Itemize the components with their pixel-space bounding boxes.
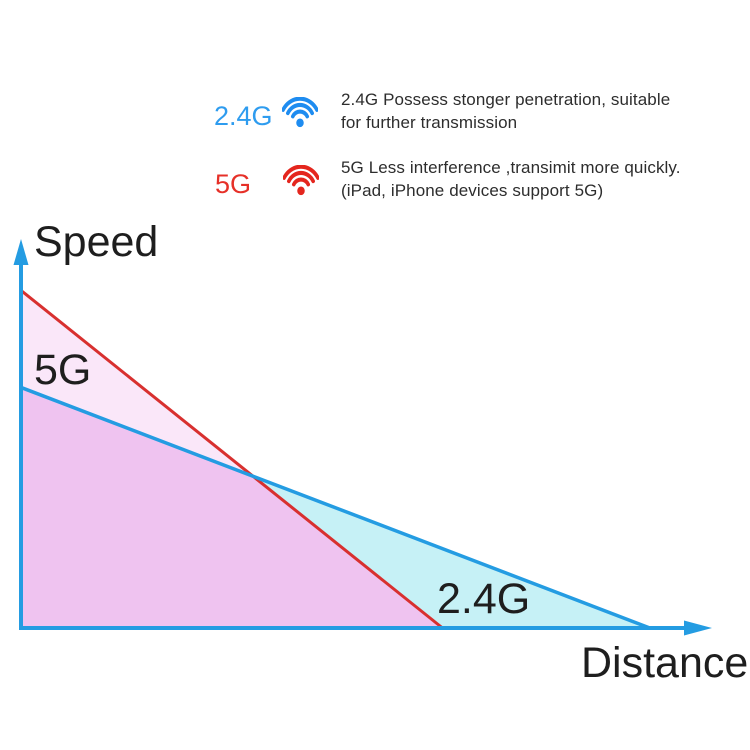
- line-2-4g: [20, 385, 651, 630]
- legend-description-line: (iPad, iPhone devices support 5G): [341, 181, 604, 200]
- wifi-icon-5g: [283, 165, 319, 196]
- legend-description-2-4g: 2.4G Possess stonger penetration, suitab…: [341, 88, 731, 134]
- legend-description-line: 5G Less interference ,transimit more qui…: [341, 158, 681, 177]
- legend-description-line: 2.4G Possess stonger penetration, suitab…: [341, 90, 671, 109]
- wifi-arc-outer: [283, 165, 319, 180]
- wifi-icon-2-4g: [282, 97, 318, 128]
- wifi-arc-inner: [292, 177, 310, 187]
- y-axis-arrow: [13, 239, 29, 265]
- x-axis-label: Distance: [581, 639, 749, 687]
- wifi-arc-middle: [287, 170, 315, 184]
- x-axis-arrow: [684, 620, 712, 636]
- wifi-arc-middle: [286, 102, 314, 116]
- wifi-arc-inner: [291, 109, 309, 119]
- region-label-5g: 5G: [34, 346, 92, 394]
- wifi-dot: [297, 186, 305, 196]
- legend-label-5g: 5G: [215, 169, 252, 199]
- area-overlap: [21, 387, 443, 628]
- wifi-dot: [296, 118, 304, 128]
- legend-description-5g: 5G Less interference ,transimit more qui…: [341, 156, 731, 202]
- legend-label-2-4g: 2.4G: [214, 101, 273, 131]
- line-5g: [20, 289, 444, 630]
- region-label-2-4g: 2.4G: [437, 575, 531, 623]
- y-axis-label: Speed: [34, 218, 159, 266]
- wifi-arc-outer: [282, 97, 318, 112]
- legend-description-line: for further transmission: [341, 113, 518, 132]
